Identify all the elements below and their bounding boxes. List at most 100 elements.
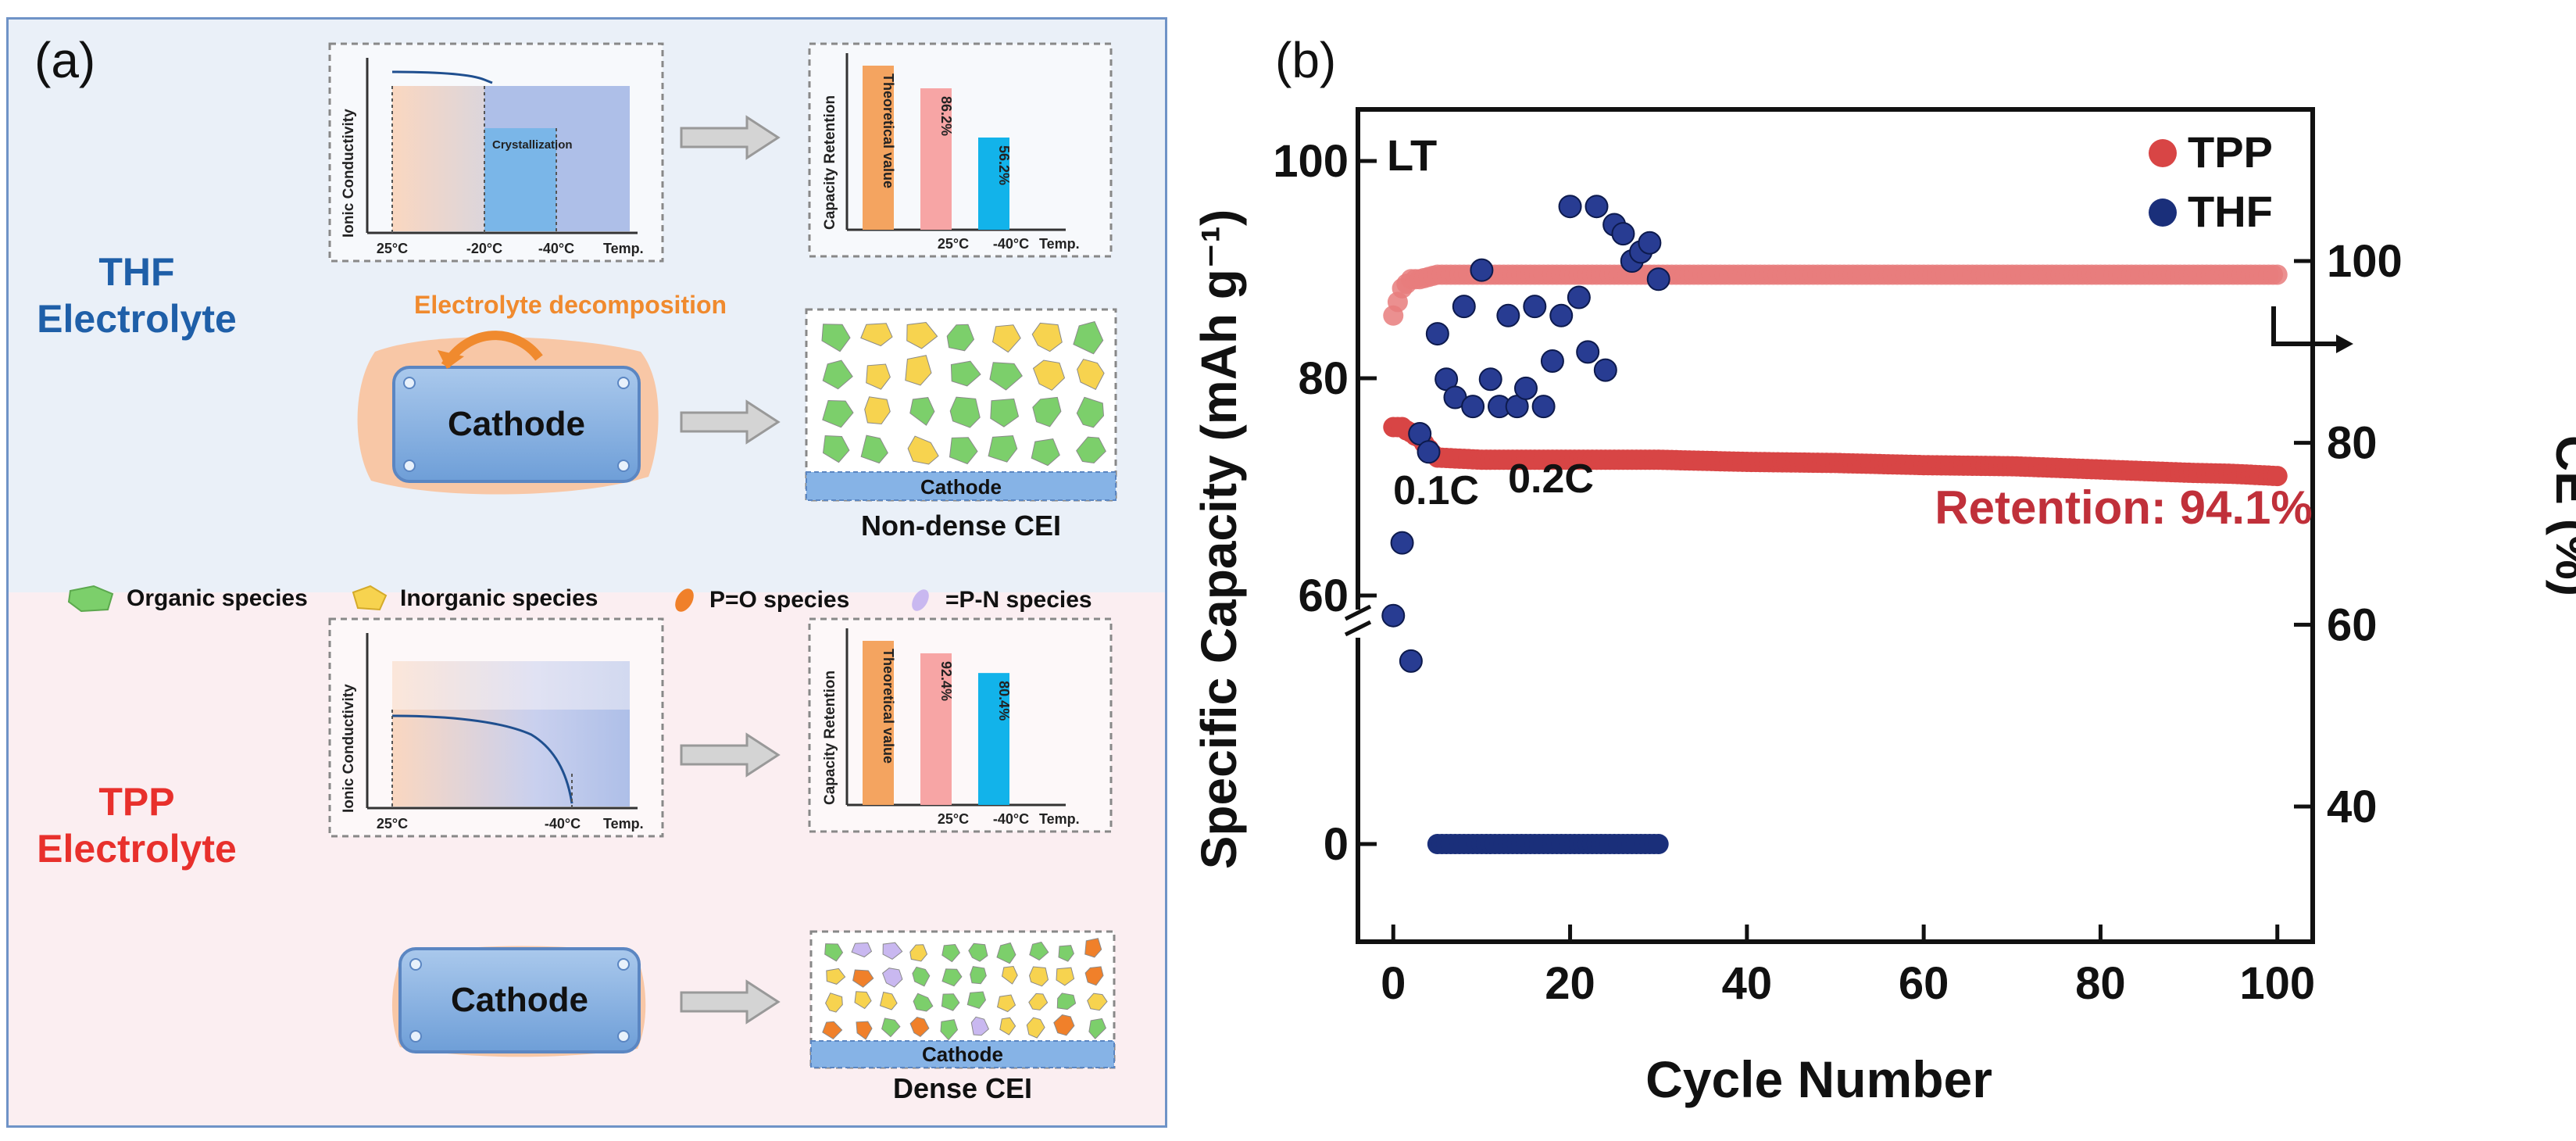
series-tpp-capacity [1383, 417, 2288, 487]
thf-cei-cathode-label: Cathode [920, 475, 1002, 499]
tpp-ret-tick-1: -40°C [993, 811, 1029, 827]
thf-cei-particle-26 [1031, 438, 1060, 467]
tpp-cei-particle-30 [822, 1021, 843, 1040]
tpp-capacity-point [2267, 466, 2288, 487]
y2-axis-label: CE (%) [2546, 435, 2576, 596]
right-axis-arrow-icon [2271, 306, 2353, 353]
y-axis-label: Specific Capacity (mAh g⁻¹) [1191, 209, 1247, 870]
tpp-cei-particle-34 [940, 1019, 959, 1041]
tpp-cei-cathode-label: Cathode [922, 1043, 1003, 1066]
arrow-icon [680, 399, 781, 445]
thf-ce-point-5 [1425, 322, 1449, 346]
rate-label-0: 0.1C [1393, 468, 1479, 513]
thf-cei-particle-8 [866, 363, 891, 390]
thf-cei-diagram: Cathode [805, 308, 1117, 502]
tpp-ret-bar-label-1: 92.4% [938, 661, 954, 701]
thf-cei-particle-9 [905, 355, 932, 386]
thf-cei-particle-25 [988, 435, 1018, 463]
panel-a: (a) THF Electrolyte Ionic Conductivity C… [0, 0, 1169, 1135]
thf-ce-point-19 [1549, 303, 1574, 327]
tpp-cei-particle-26 [997, 994, 1016, 1013]
tpp-cond-tick-0: 25°C [377, 816, 408, 832]
axis-break-icon [1344, 604, 1372, 638]
thf-ce-point-20 [1558, 195, 1582, 219]
thf-ret-bar-0 [863, 66, 894, 230]
tpp-cond-tick-1: -40°C [545, 816, 581, 832]
x-tick-label-5: 100 [2239, 958, 2315, 1009]
crystallization-label: Crystallization [492, 138, 573, 152]
legend-pn: =P-N species [906, 585, 1092, 616]
x-axis-label: Cycle Number [1645, 1050, 1992, 1108]
thf-cei-caption: Non-dense CEI [860, 510, 1062, 542]
thf-title: THF Electrolyte [23, 249, 250, 342]
tpp-conductivity-chart: Ionic Conductivity 25°C -40°C Temp. [328, 617, 664, 838]
thf-cond-tick-1: -20°C [466, 241, 502, 256]
tpp-cei-particle-12 [882, 968, 903, 988]
thf-cei-particle-1 [860, 323, 893, 347]
tpp-ret-bar-1 [920, 653, 952, 805]
thf-cei-particle-19 [1032, 396, 1062, 427]
x-tick-label-3: 60 [1899, 958, 1949, 1009]
legend-label-tpp: TPP [2188, 127, 2273, 177]
inorganic-species-icon [352, 585, 388, 611]
legend-label-thf: THF [2188, 187, 2273, 236]
thf-ce-point-18 [1540, 349, 1564, 373]
tpp-cei-particle-17 [1028, 966, 1049, 987]
tpp-cei-particle-7 [1029, 941, 1049, 961]
thf-cei-particle-3 [946, 324, 975, 352]
tpp-cei-particle-5 [968, 942, 988, 962]
legend-po: P=O species [670, 585, 849, 616]
thf-ce-point-16 [1523, 295, 1547, 319]
thf-ret-bar-label-0: Theoretical value [881, 73, 896, 188]
thf-ret-tick-1: -40°C [993, 236, 1029, 252]
tpp-cei-particle-8 [1058, 945, 1074, 962]
thf-title-line2: Electrolyte [37, 297, 237, 341]
series-thf-capacity [1427, 834, 1669, 854]
tpp-cei-particle-36 [999, 1017, 1016, 1035]
tpp-cei-particle-3 [909, 944, 928, 962]
tpp-cathode-label: Cathode [451, 981, 588, 1019]
tpp-ret-bar-label-2: 80.4% [996, 681, 1012, 721]
tpp-cei-particle-4 [941, 943, 961, 963]
tpp-cei-caption: Dense CEI [892, 1072, 1033, 1104]
thf-cei-particle-5 [1031, 322, 1063, 352]
tpp-cei-particle-33 [909, 1016, 930, 1038]
x-tick-label-4: 80 [2075, 958, 2126, 1009]
thf-ce-point-2 [1399, 649, 1423, 673]
tpp-cei-particle-22 [879, 991, 898, 1010]
tpp-ce-point [2267, 264, 2288, 285]
y2-tick-label-0: 40 [2327, 782, 2378, 832]
pn-species-icon [912, 589, 929, 611]
cycling-chart: 0 20 40 60 80 100 0 60 80 100 40 60 80 100 LT Retenti… [1191, 107, 2576, 1108]
thf-cei-particle-14 [822, 399, 854, 428]
tpp-ret-bar-0 [863, 641, 894, 805]
tpp-ret-xlabel: Temp. [1039, 811, 1080, 827]
legend-marker-thf [2149, 199, 2177, 227]
thf-ret-bar-label-2: 56.2% [996, 145, 1012, 185]
tpp-cei-particle-19 [1084, 966, 1104, 986]
legend-marker-tpp [2149, 139, 2177, 167]
tpp-title: TPP Electrolyte [23, 778, 250, 872]
tpp-cei-particle-2 [882, 942, 903, 960]
thf-conductivity-curve [391, 70, 493, 84]
thf-cei-particle-27 [1076, 436, 1106, 464]
thf-ce-point-24 [1593, 358, 1617, 382]
arrow-icon [680, 732, 781, 778]
thf-retention-chart: Capacity Retention Theoretical value 86.2… [808, 42, 1113, 258]
thf-ce-point-0 [1381, 603, 1406, 628]
arrow-icon [680, 115, 781, 160]
thf-cei-particle-11 [989, 362, 1023, 391]
thf-ce-point-11 [1478, 367, 1502, 392]
plot-frame [1356, 107, 2315, 944]
thf-ret-ylabel: Capacity Retention [822, 95, 838, 230]
thf-conductivity-chart: Ionic Conductivity Crystallization 25°C … [328, 42, 664, 263]
thf-ret-tick-0: 25°C [938, 236, 969, 252]
thf-cei-particle-20 [1076, 396, 1105, 428]
thf-ce-point-23 [1585, 195, 1609, 219]
thf-cond-ylabel: Ionic Conductivity [341, 109, 357, 238]
series-thf-ce [1381, 195, 1670, 673]
tpp-cond-ylabel: Ionic Conductivity [341, 684, 357, 813]
lt-label: LT [1387, 131, 1437, 180]
thf-ce-point-21 [1567, 285, 1591, 309]
legend-organic: Organic species [67, 585, 308, 613]
